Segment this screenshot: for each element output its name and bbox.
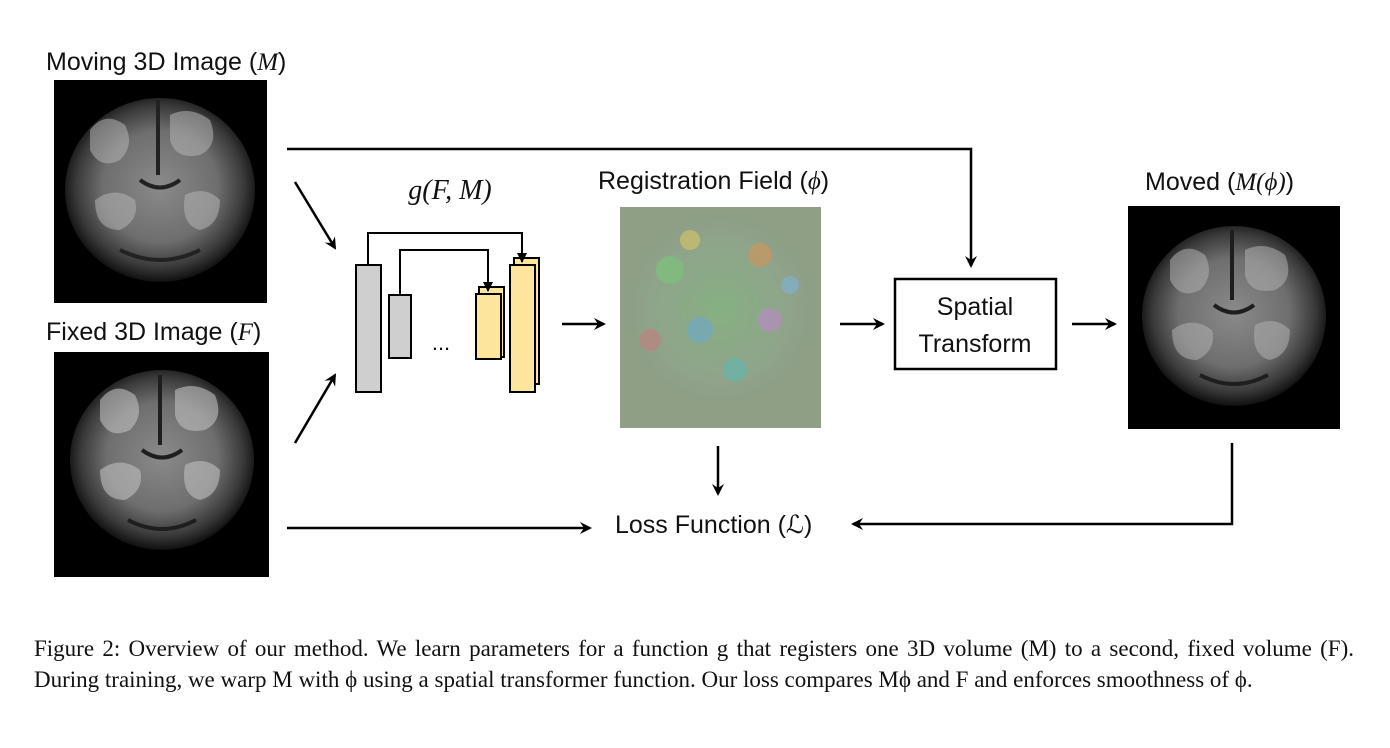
loss-function-label: Loss Function (ℒ) [615, 511, 812, 539]
registration-field-image [620, 207, 821, 428]
moving-brain-image [54, 80, 267, 303]
network-label: g(F, M) [408, 175, 491, 206]
moving-image-label: Moving 3D Image (M) [46, 48, 286, 76]
encoder-block-2 [388, 294, 412, 359]
spatial-transform-box: Spatial Transform [893, 277, 1058, 371]
fixed-image-label: Fixed 3D Image (F) [46, 318, 261, 346]
encoder-block-1 [355, 264, 382, 393]
moved-image-label: Moved (M(ϕ)) [1145, 168, 1294, 196]
network-ellipsis: ... [432, 330, 450, 355]
decoder-block-2 [509, 264, 536, 393]
moved-brain-image [1128, 206, 1340, 429]
method-overview-diagram: Moving 3D Image (M) Fixed 3D Image (F) g… [46, 48, 1340, 577]
fixed-brain-image [54, 352, 269, 577]
registration-field-label: Registration Field (ϕ) [598, 167, 829, 195]
moved-to-loss-arrow [851, 443, 1234, 530]
fixed-to-network-arrow [293, 373, 337, 444]
skip-connection-outer [367, 232, 527, 265]
spatial-transform-line2: Transform [919, 330, 1032, 358]
skip-connection-inner [399, 249, 493, 295]
moving-to-network-arrow [293, 181, 337, 250]
spatial-transform-line1: Spatial [937, 293, 1013, 321]
moving-to-transform-arrow [287, 147, 977, 268]
decoder-block-1 [475, 293, 502, 360]
figure-caption: Figure 2: Overview of our method. We lea… [34, 636, 1354, 692]
unet-network: ... [355, 232, 540, 393]
